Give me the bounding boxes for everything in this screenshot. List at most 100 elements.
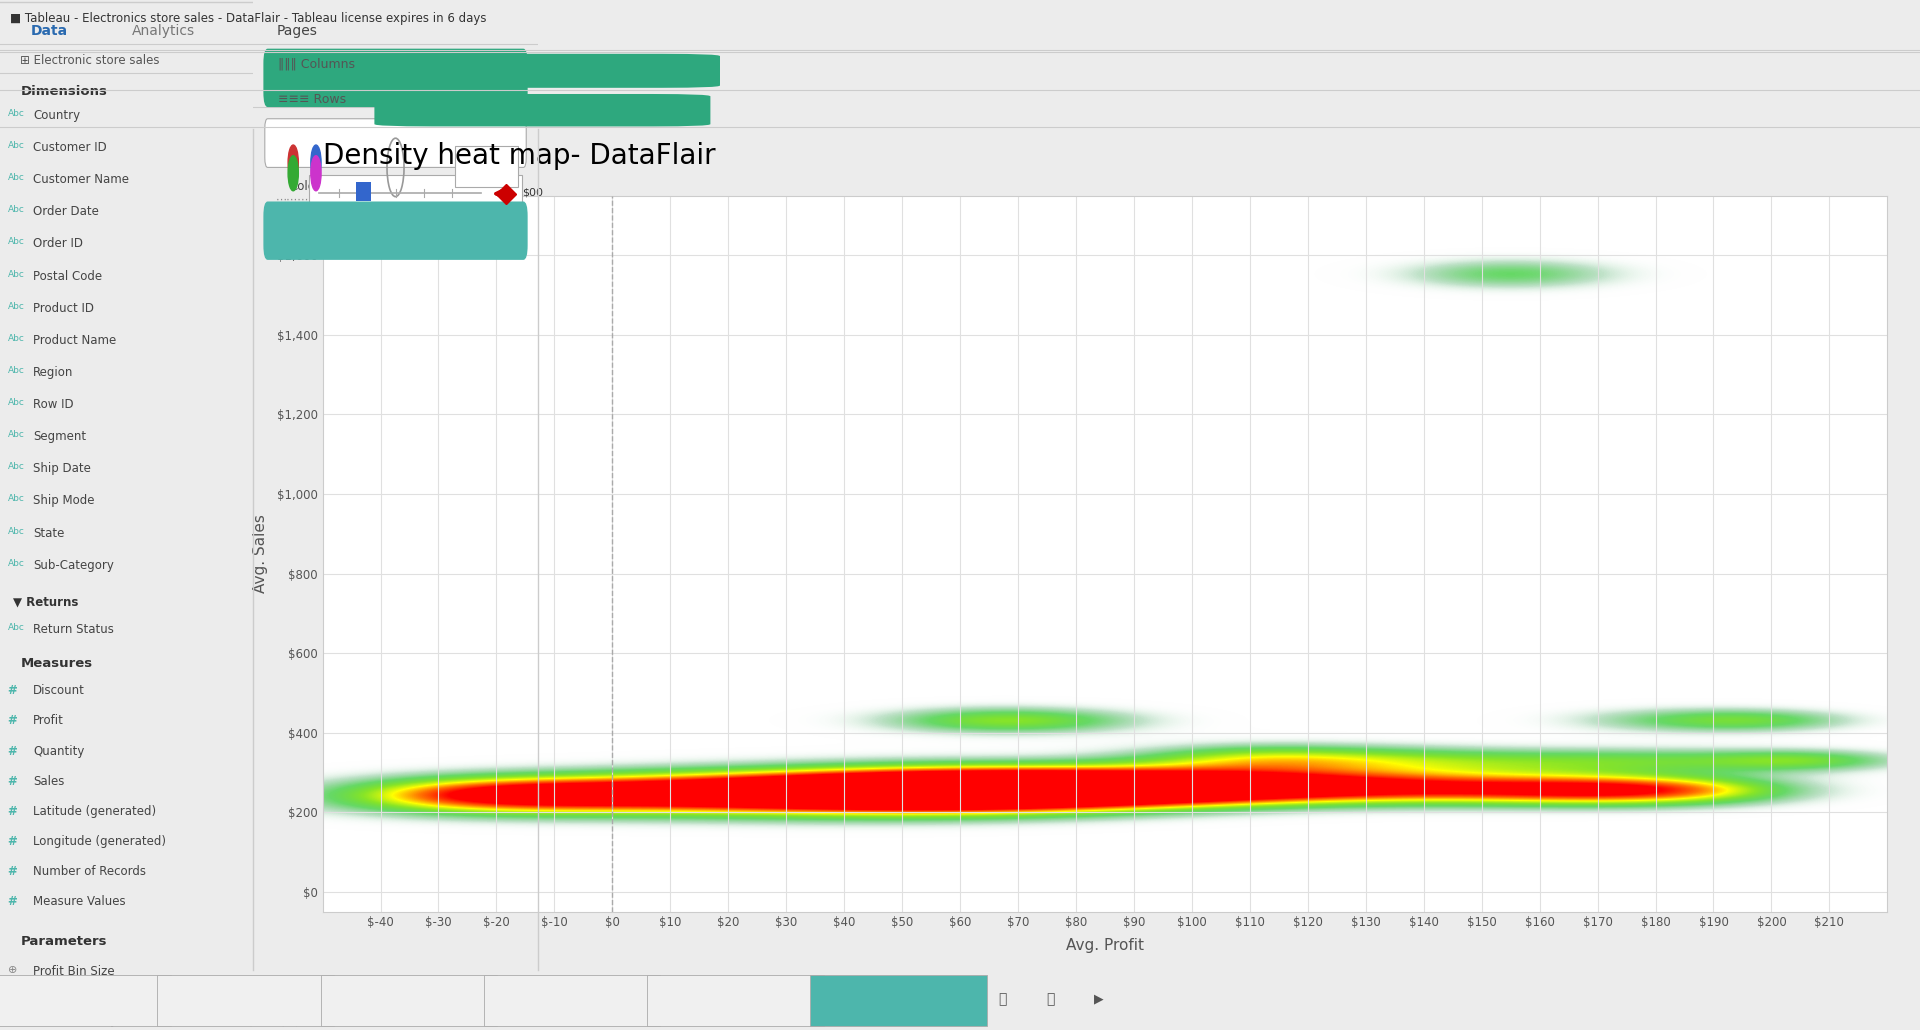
FancyBboxPatch shape (455, 146, 518, 186)
Text: Label: Label (470, 180, 503, 193)
Text: Density heat map- DataFlair: Density heat map- DataFlair (323, 142, 714, 170)
Text: Profit: Profit (33, 715, 63, 727)
FancyBboxPatch shape (157, 974, 334, 1026)
Text: Row ID: Row ID (33, 399, 73, 411)
Text: Quantity: Quantity (33, 745, 84, 758)
Text: Order Date: Order Date (33, 205, 98, 218)
Text: #: # (8, 895, 17, 908)
Text: Analytics: Analytics (132, 25, 196, 38)
Text: ⋯⋯⋯: ⋯⋯⋯ (276, 195, 309, 205)
Text: Abc: Abc (8, 334, 25, 343)
Text: ○ Density: ○ Density (288, 136, 349, 148)
Text: Measure Values: Measure Values (33, 895, 125, 908)
Text: Latitude (generated): Latitude (generated) (33, 805, 156, 818)
Circle shape (288, 145, 298, 180)
Text: Customer ID: Customer ID (33, 141, 108, 154)
Text: Abc: Abc (8, 494, 25, 504)
Text: Abc: Abc (8, 462, 25, 472)
Text: Ship Date: Ship Date (33, 462, 90, 475)
Text: #: # (8, 805, 17, 818)
Text: Data Source: Data Source (46, 993, 119, 1005)
Text: Customer Name: Customer Name (33, 173, 129, 186)
FancyBboxPatch shape (321, 974, 497, 1026)
Text: Filters: Filters (276, 54, 319, 68)
Text: 49 marks   1 row by 1 column   SUM of AVG(Profit): $2,648: 49 marks 1 row by 1 column SUM of AVG(Pr… (6, 1017, 332, 1027)
Text: Profit Bin Size: Profit Bin Size (33, 964, 115, 977)
Text: Return Status: Return Status (33, 623, 113, 636)
Text: Pages: Pages (276, 25, 317, 38)
Text: Abc: Abc (8, 526, 25, 536)
Text: Color: Color (290, 180, 321, 193)
Text: #: # (8, 745, 17, 758)
Text: ▾: ▾ (509, 136, 515, 148)
FancyBboxPatch shape (810, 974, 987, 1026)
Text: Abc: Abc (8, 205, 25, 214)
Text: Abc: Abc (8, 109, 25, 118)
Text: #: # (8, 715, 17, 727)
Y-axis label: Avg. Sales: Avg. Sales (253, 514, 269, 593)
Text: Longitude (generated): Longitude (generated) (33, 835, 165, 848)
Text: Abc: Abc (8, 270, 25, 279)
Text: Area chart: Area chart (541, 993, 603, 1005)
Text: Sales: Sales (33, 775, 65, 788)
Text: ⊕: ⊕ (8, 964, 17, 974)
Text: #: # (8, 865, 17, 879)
Text: Size: Size (384, 180, 407, 193)
Text: Product ID: Product ID (33, 302, 94, 315)
Text: ■ Tableau - Electronics store sales - DataFlair - Tableau license expires in 6 d: ■ Tableau - Electronics store sales - Da… (10, 11, 486, 25)
Text: Dimensions: Dimensions (21, 84, 108, 98)
Text: ≡≡≡ Rows: ≡≡≡ Rows (278, 94, 346, 106)
Text: Abc: Abc (8, 399, 25, 407)
Text: Total sales: Total sales (215, 993, 276, 1005)
Text: Sub-Category: Sub-Category (33, 558, 113, 572)
Text: Abc: Abc (8, 558, 25, 568)
Text: Gantt chart: Gantt chart (374, 993, 444, 1005)
Text: Abc: Abc (8, 238, 25, 246)
FancyBboxPatch shape (0, 974, 171, 1026)
FancyBboxPatch shape (265, 118, 526, 168)
Text: Bar chart: Bar chart (708, 993, 762, 1005)
Text: Order ID: Order ID (33, 238, 83, 250)
Circle shape (288, 156, 298, 191)
FancyBboxPatch shape (263, 48, 528, 107)
Text: $00: $00 (522, 187, 543, 198)
FancyBboxPatch shape (647, 974, 824, 1026)
Text: ➕: ➕ (998, 992, 1006, 1006)
Text: #: # (8, 684, 17, 697)
Text: Abc: Abc (8, 302, 25, 311)
Text: Postal Code: Postal Code (33, 270, 102, 282)
Text: ‖‖‖ Columns: ‖‖‖ Columns (278, 58, 355, 71)
Text: Abc: Abc (8, 623, 25, 632)
Text: Detail: Detail (276, 212, 311, 226)
Text: ▼ Returns: ▼ Returns (13, 595, 79, 609)
Text: AVG(Profit): AVG(Profit) (507, 64, 588, 77)
Text: Product Name: Product Name (33, 334, 117, 347)
FancyBboxPatch shape (263, 202, 528, 260)
Text: AVG(Profit): AVG(Profit) (355, 70, 436, 83)
Text: Abc: Abc (8, 173, 25, 182)
FancyBboxPatch shape (374, 54, 720, 88)
Text: #: # (8, 775, 17, 788)
Text: Segment: Segment (33, 431, 86, 443)
Text: Country: Country (33, 109, 81, 122)
Text: Number of Records: Number of Records (33, 865, 146, 879)
Text: Parameters: Parameters (21, 935, 108, 949)
Text: ⧉: ⧉ (1046, 992, 1054, 1006)
Text: ▶: ▶ (1094, 993, 1104, 1005)
FancyBboxPatch shape (355, 182, 371, 202)
Text: ⊞ Electronic store sales: ⊞ Electronic store sales (21, 54, 159, 67)
FancyBboxPatch shape (309, 175, 522, 212)
Text: #: # (8, 835, 17, 848)
Circle shape (311, 145, 321, 180)
Text: Abc: Abc (8, 141, 25, 150)
Text: Discount: Discount (33, 684, 84, 697)
Circle shape (311, 156, 321, 191)
Text: T: T (482, 159, 490, 172)
Text: Ship Mode: Ship Mode (33, 494, 94, 508)
Text: State: State (33, 526, 65, 540)
Text: Marks: Marks (276, 118, 319, 133)
Text: ⊕: ⊕ (8, 992, 17, 1002)
Text: ⋯⋯⋯ State: ⋯⋯⋯ State (294, 224, 369, 236)
FancyBboxPatch shape (484, 974, 660, 1026)
Text: Density heatmap: Density heatmap (847, 993, 950, 1005)
